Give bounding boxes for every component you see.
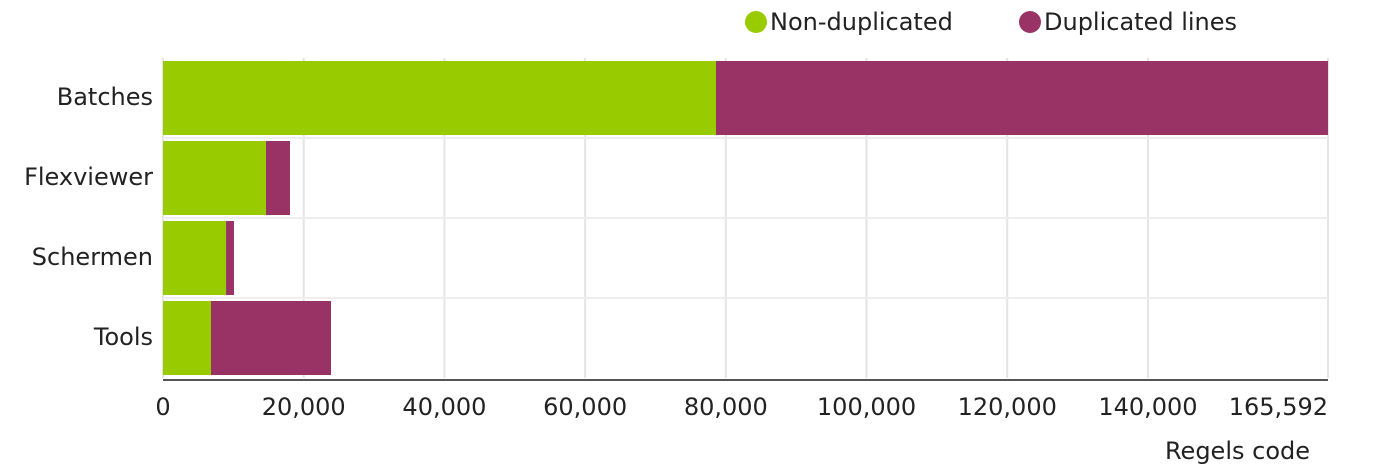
x-tick-label: 140,000 xyxy=(1098,393,1197,421)
bar-segment xyxy=(715,61,1328,135)
bar-segment xyxy=(210,301,332,375)
y-tick-label: Batches xyxy=(57,83,153,111)
bar-segment xyxy=(265,141,290,215)
bar-segment xyxy=(163,221,227,295)
x-tick-label: 60,000 xyxy=(543,393,627,421)
legend-label: Duplicated lines xyxy=(1044,8,1237,36)
x-tick-label: 120,000 xyxy=(958,393,1057,421)
bar-segment xyxy=(163,141,266,215)
x-tick-label: 0 xyxy=(155,393,170,421)
legend-label: Non-duplicated xyxy=(770,8,953,36)
y-tick-label: Flexviewer xyxy=(24,163,153,191)
y-tick-label: Tools xyxy=(93,323,153,351)
legend-marker xyxy=(745,11,767,33)
x-tick-label: 165,592 xyxy=(1229,393,1328,421)
y-tick-label: Schermen xyxy=(32,243,153,271)
x-tick-label: 40,000 xyxy=(402,393,486,421)
legend-marker xyxy=(1019,11,1041,33)
x-tick-label: 100,000 xyxy=(817,393,916,421)
x-tick-label: 20,000 xyxy=(262,393,346,421)
bar-segment xyxy=(226,221,234,295)
x-axis-label: Regels code xyxy=(1165,437,1310,465)
bar-segment xyxy=(163,301,211,375)
bar-segment xyxy=(163,61,716,135)
x-tick-label: 80,000 xyxy=(684,393,768,421)
